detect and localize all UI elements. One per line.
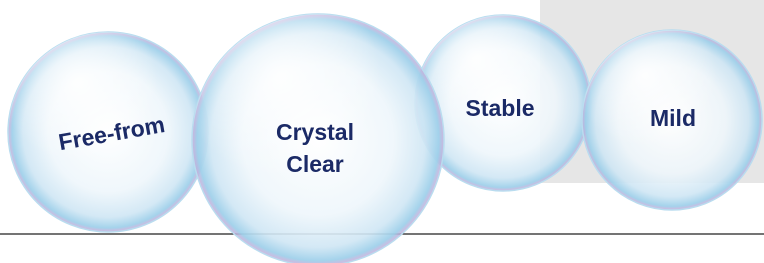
bubble-label: Clear bbox=[286, 151, 344, 177]
bubble-label: Stable bbox=[465, 95, 534, 121]
bubble-label: Crystal bbox=[276, 119, 354, 145]
scene: Free-fromStableMildCrystalClear bbox=[0, 0, 764, 263]
bubble-label: Mild bbox=[650, 105, 696, 131]
